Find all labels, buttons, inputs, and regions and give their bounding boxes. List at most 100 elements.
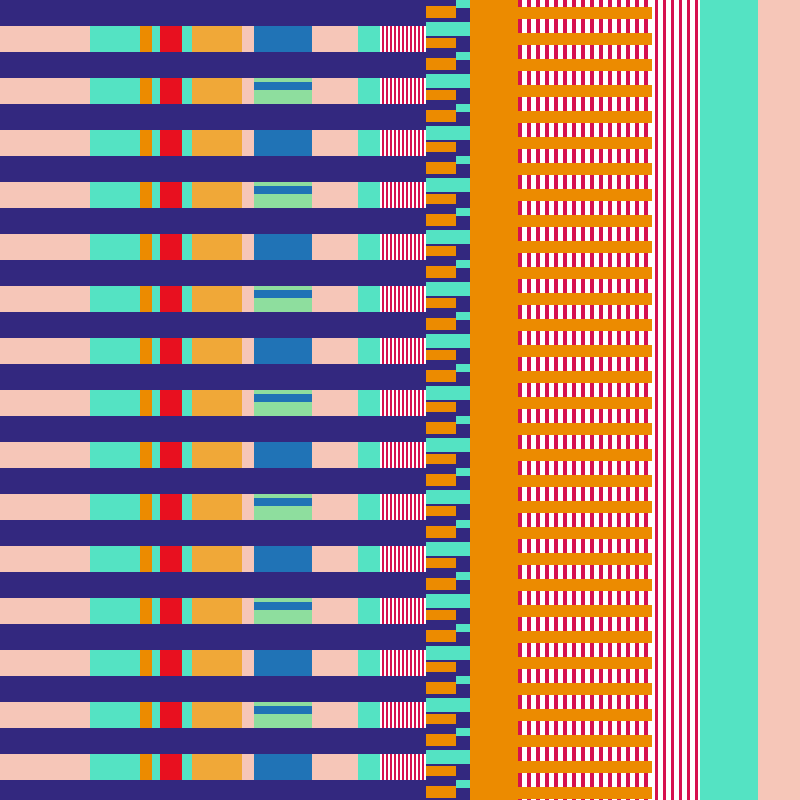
band-segment-amber — [192, 78, 242, 104]
ladder-bar — [518, 345, 652, 357]
hatch-line — [414, 702, 416, 728]
hatch-line — [382, 546, 384, 572]
crimson-pinstripe-narrow — [671, 0, 674, 800]
hatch-line — [398, 650, 400, 676]
band-segment-mint — [90, 494, 140, 520]
band-segment-mint — [90, 234, 140, 260]
band-segment-peach — [312, 286, 358, 312]
band-segment-blue-strip — [254, 186, 312, 194]
hatch-line — [418, 338, 420, 364]
band-segment-orange — [140, 546, 152, 572]
band-segment-orange — [140, 598, 152, 624]
ladder-bar — [518, 579, 652, 591]
band-segment-peach — [312, 650, 358, 676]
comb-tooth-orange — [426, 662, 456, 672]
band-segment-mint — [90, 650, 140, 676]
band-segment-red — [160, 286, 182, 312]
hatch-line — [402, 182, 404, 208]
hatch-line — [382, 234, 384, 260]
hatch-line — [402, 702, 404, 728]
band-segment-amber — [192, 650, 242, 676]
comb-tooth-mint — [456, 364, 470, 372]
band-segment-mint — [90, 598, 140, 624]
comb-tooth-orange — [426, 610, 456, 620]
hatch-line — [386, 598, 388, 624]
comb-tooth-orange — [426, 142, 456, 152]
hatch-line — [394, 26, 396, 52]
band-segment-light-green — [254, 598, 312, 624]
hatch-line — [382, 26, 384, 52]
hatch-line — [390, 130, 392, 156]
band-segment-mint — [182, 598, 192, 624]
band-segment-mint — [90, 78, 140, 104]
crimson-pinstripe-narrow — [655, 0, 658, 800]
ladder-bar — [518, 397, 652, 409]
hatch-line — [422, 130, 424, 156]
hatch-line — [422, 26, 424, 52]
hatch-line — [402, 442, 404, 468]
comb-tooth-orange — [426, 298, 456, 308]
hatch-line — [402, 130, 404, 156]
band-segment-red — [160, 494, 182, 520]
hatch-line — [406, 442, 408, 468]
hatch-line — [394, 754, 396, 780]
band-segment-mint — [358, 546, 380, 572]
comb-tooth-orange — [426, 370, 456, 382]
hatch-line — [382, 286, 384, 312]
band-segment-red — [160, 442, 182, 468]
comb-tooth-mint — [426, 22, 470, 36]
band-segment-mint — [182, 26, 192, 52]
hatch-line — [382, 78, 384, 104]
band-segment-mint — [358, 182, 380, 208]
comb-tooth-mint — [456, 104, 470, 112]
hatch-line — [418, 442, 420, 468]
band-segment-mint — [152, 546, 160, 572]
band-segment-mint — [90, 442, 140, 468]
hatch-line — [398, 390, 400, 416]
band-segment-orange — [140, 182, 152, 208]
hatch-line — [414, 598, 416, 624]
band-segment-mint — [358, 338, 380, 364]
hatch-line — [398, 130, 400, 156]
ladder-bar — [518, 85, 652, 97]
hatch-line — [410, 78, 412, 104]
hatch-line — [402, 390, 404, 416]
ladder-bar — [518, 371, 652, 383]
comb-tooth-orange — [426, 734, 456, 746]
band-segment-peach — [312, 130, 358, 156]
band-segment-mint — [152, 650, 160, 676]
band-segment-blue-strip — [254, 290, 312, 298]
band-segment-mint — [152, 26, 160, 52]
ladder-bar — [518, 163, 652, 175]
band-segment-mint — [90, 754, 140, 780]
band-segment-peach — [0, 286, 90, 312]
band-segment-light-green — [254, 390, 312, 416]
band-segment-peach — [242, 702, 254, 728]
crimson-pinstripe-narrow — [687, 0, 690, 800]
ladder-bar — [518, 735, 652, 747]
band-segment-mint — [152, 338, 160, 364]
hatch-line — [390, 650, 392, 676]
band-segment-mint — [152, 78, 160, 104]
band-segment-mint — [358, 234, 380, 260]
band-segment-orange — [140, 390, 152, 416]
band-segment-blue-strip — [254, 498, 312, 506]
band-segment-red — [160, 754, 182, 780]
comb-tooth-orange — [426, 766, 456, 776]
band-segment-mint — [152, 494, 160, 520]
hatch-line — [402, 754, 404, 780]
band-segment-mint — [90, 130, 140, 156]
hatch-line — [406, 130, 408, 156]
hatch-line — [418, 182, 420, 208]
band-segment-blue — [254, 26, 312, 52]
hatch-line — [410, 286, 412, 312]
band-segment-light-green — [254, 286, 312, 312]
hatch-line — [390, 78, 392, 104]
band-segment-blue — [254, 754, 312, 780]
band-segment-mint — [358, 78, 380, 104]
band-segment-mint — [152, 234, 160, 260]
hatch-line — [406, 338, 408, 364]
band-segment-light-green — [254, 702, 312, 728]
orange-column — [470, 0, 518, 800]
hatch-line — [422, 546, 424, 572]
